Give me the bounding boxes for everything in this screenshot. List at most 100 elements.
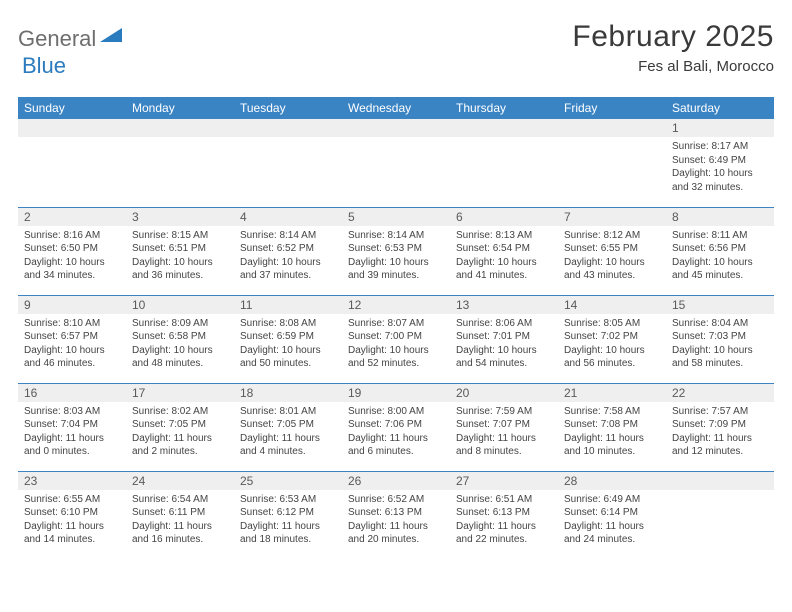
day-details: Sunrise: 7:59 AMSunset: 7:07 PMDaylight:… <box>450 402 558 463</box>
day-details: Sunrise: 8:01 AMSunset: 7:05 PMDaylight:… <box>234 402 342 463</box>
day-details: Sunrise: 8:07 AMSunset: 7:00 PMDaylight:… <box>342 314 450 375</box>
day-number: 28 <box>558 472 666 490</box>
day-details: Sunrise: 8:05 AMSunset: 7:02 PMDaylight:… <box>558 314 666 375</box>
calendar-day-cell: 2Sunrise: 8:16 AMSunset: 6:50 PMDaylight… <box>18 207 126 295</box>
calendar-day-cell: 8Sunrise: 8:11 AMSunset: 6:56 PMDaylight… <box>666 207 774 295</box>
day-number: 6 <box>450 208 558 226</box>
calendar-header-row: SundayMondayTuesdayWednesdayThursdayFrid… <box>18 97 774 119</box>
day-details: Sunrise: 8:04 AMSunset: 7:03 PMDaylight:… <box>666 314 774 375</box>
day-details: Sunrise: 8:06 AMSunset: 7:01 PMDaylight:… <box>450 314 558 375</box>
calendar-week-row: 23Sunrise: 6:55 AMSunset: 6:10 PMDayligh… <box>18 471 774 559</box>
calendar-day-cell: 23Sunrise: 6:55 AMSunset: 6:10 PMDayligh… <box>18 471 126 559</box>
calendar-day-cell: 6Sunrise: 8:13 AMSunset: 6:54 PMDaylight… <box>450 207 558 295</box>
calendar-day-cell: 20Sunrise: 7:59 AMSunset: 7:07 PMDayligh… <box>450 383 558 471</box>
day-details: Sunrise: 8:02 AMSunset: 7:05 PMDaylight:… <box>126 402 234 463</box>
weekday-header: Sunday <box>18 97 126 119</box>
day-details: Sunrise: 6:53 AMSunset: 6:12 PMDaylight:… <box>234 490 342 551</box>
calendar-day-cell: 9Sunrise: 8:10 AMSunset: 6:57 PMDaylight… <box>18 295 126 383</box>
day-number-empty <box>666 472 774 490</box>
calendar-day-cell: 12Sunrise: 8:07 AMSunset: 7:00 PMDayligh… <box>342 295 450 383</box>
calendar-day-cell: 1Sunrise: 8:17 AMSunset: 6:49 PMDaylight… <box>666 119 774 207</box>
calendar-day-cell <box>666 471 774 559</box>
calendar-week-row: 1Sunrise: 8:17 AMSunset: 6:49 PMDaylight… <box>18 119 774 207</box>
calendar-day-cell: 21Sunrise: 7:58 AMSunset: 7:08 PMDayligh… <box>558 383 666 471</box>
weekday-header: Wednesday <box>342 97 450 119</box>
day-number: 12 <box>342 296 450 314</box>
calendar-day-cell: 7Sunrise: 8:12 AMSunset: 6:55 PMDaylight… <box>558 207 666 295</box>
day-details: Sunrise: 8:15 AMSunset: 6:51 PMDaylight:… <box>126 226 234 287</box>
day-details: Sunrise: 8:16 AMSunset: 6:50 PMDaylight:… <box>18 226 126 287</box>
calendar-day-cell: 11Sunrise: 8:08 AMSunset: 6:59 PMDayligh… <box>234 295 342 383</box>
calendar-day-cell: 16Sunrise: 8:03 AMSunset: 7:04 PMDayligh… <box>18 383 126 471</box>
day-details: Sunrise: 8:00 AMSunset: 7:06 PMDaylight:… <box>342 402 450 463</box>
calendar-day-cell: 3Sunrise: 8:15 AMSunset: 6:51 PMDaylight… <box>126 207 234 295</box>
calendar-day-cell <box>234 119 342 207</box>
calendar-week-row: 2Sunrise: 8:16 AMSunset: 6:50 PMDaylight… <box>18 207 774 295</box>
calendar-day-cell: 25Sunrise: 6:53 AMSunset: 6:12 PMDayligh… <box>234 471 342 559</box>
calendar-day-cell: 15Sunrise: 8:04 AMSunset: 7:03 PMDayligh… <box>666 295 774 383</box>
day-number: 10 <box>126 296 234 314</box>
calendar-day-cell: 4Sunrise: 8:14 AMSunset: 6:52 PMDaylight… <box>234 207 342 295</box>
day-number-empty <box>558 119 666 137</box>
month-title: February 2025 <box>572 20 774 54</box>
calendar-day-cell <box>126 119 234 207</box>
day-details: Sunrise: 8:13 AMSunset: 6:54 PMDaylight:… <box>450 226 558 287</box>
weekday-header: Friday <box>558 97 666 119</box>
day-number-empty <box>234 119 342 137</box>
day-number: 5 <box>342 208 450 226</box>
weekday-header: Tuesday <box>234 97 342 119</box>
calendar-day-cell: 5Sunrise: 8:14 AMSunset: 6:53 PMDaylight… <box>342 207 450 295</box>
day-details: Sunrise: 8:10 AMSunset: 6:57 PMDaylight:… <box>18 314 126 375</box>
calendar-day-cell: 24Sunrise: 6:54 AMSunset: 6:11 PMDayligh… <box>126 471 234 559</box>
weekday-header: Thursday <box>450 97 558 119</box>
day-number: 23 <box>18 472 126 490</box>
day-number: 16 <box>18 384 126 402</box>
day-number: 26 <box>342 472 450 490</box>
calendar-day-cell: 14Sunrise: 8:05 AMSunset: 7:02 PMDayligh… <box>558 295 666 383</box>
day-details: Sunrise: 6:49 AMSunset: 6:14 PMDaylight:… <box>558 490 666 551</box>
calendar-day-cell: 27Sunrise: 6:51 AMSunset: 6:13 PMDayligh… <box>450 471 558 559</box>
day-number: 7 <box>558 208 666 226</box>
day-number: 8 <box>666 208 774 226</box>
day-number: 1 <box>666 119 774 137</box>
day-number-empty <box>18 119 126 137</box>
day-details: Sunrise: 8:11 AMSunset: 6:56 PMDaylight:… <box>666 226 774 287</box>
calendar-day-cell <box>18 119 126 207</box>
day-details: Sunrise: 8:12 AMSunset: 6:55 PMDaylight:… <box>558 226 666 287</box>
calendar-table: SundayMondayTuesdayWednesdayThursdayFrid… <box>18 97 774 559</box>
day-number: 14 <box>558 296 666 314</box>
title-block: February 2025 Fes al Bali, Morocco <box>572 20 774 75</box>
day-number-empty <box>342 119 450 137</box>
logo: General <box>18 20 124 52</box>
day-number: 2 <box>18 208 126 226</box>
calendar-day-cell <box>342 119 450 207</box>
day-details: Sunrise: 8:14 AMSunset: 6:52 PMDaylight:… <box>234 226 342 287</box>
calendar-day-cell: 18Sunrise: 8:01 AMSunset: 7:05 PMDayligh… <box>234 383 342 471</box>
day-number: 11 <box>234 296 342 314</box>
calendar-page: General February 2025 Fes al Bali, Moroc… <box>0 0 792 569</box>
calendar-day-cell <box>558 119 666 207</box>
calendar-day-cell: 22Sunrise: 7:57 AMSunset: 7:09 PMDayligh… <box>666 383 774 471</box>
day-number: 4 <box>234 208 342 226</box>
day-number: 9 <box>18 296 126 314</box>
weekday-header: Saturday <box>666 97 774 119</box>
calendar-day-cell: 13Sunrise: 8:06 AMSunset: 7:01 PMDayligh… <box>450 295 558 383</box>
day-number: 19 <box>342 384 450 402</box>
day-number: 13 <box>450 296 558 314</box>
logo-triangle-icon <box>100 26 122 49</box>
day-details: Sunrise: 8:14 AMSunset: 6:53 PMDaylight:… <box>342 226 450 287</box>
day-number: 18 <box>234 384 342 402</box>
day-number: 21 <box>558 384 666 402</box>
day-details: Sunrise: 8:09 AMSunset: 6:58 PMDaylight:… <box>126 314 234 375</box>
calendar-body: 1Sunrise: 8:17 AMSunset: 6:49 PMDaylight… <box>18 119 774 559</box>
calendar-week-row: 9Sunrise: 8:10 AMSunset: 6:57 PMDaylight… <box>18 295 774 383</box>
location: Fes al Bali, Morocco <box>572 58 774 75</box>
day-number-empty <box>450 119 558 137</box>
calendar-day-cell: 28Sunrise: 6:49 AMSunset: 6:14 PMDayligh… <box>558 471 666 559</box>
day-number: 3 <box>126 208 234 226</box>
day-details: Sunrise: 8:17 AMSunset: 6:49 PMDaylight:… <box>666 137 774 198</box>
day-details: Sunrise: 8:03 AMSunset: 7:04 PMDaylight:… <box>18 402 126 463</box>
calendar-week-row: 16Sunrise: 8:03 AMSunset: 7:04 PMDayligh… <box>18 383 774 471</box>
day-details: Sunrise: 6:55 AMSunset: 6:10 PMDaylight:… <box>18 490 126 551</box>
logo-word1: General <box>18 26 96 52</box>
